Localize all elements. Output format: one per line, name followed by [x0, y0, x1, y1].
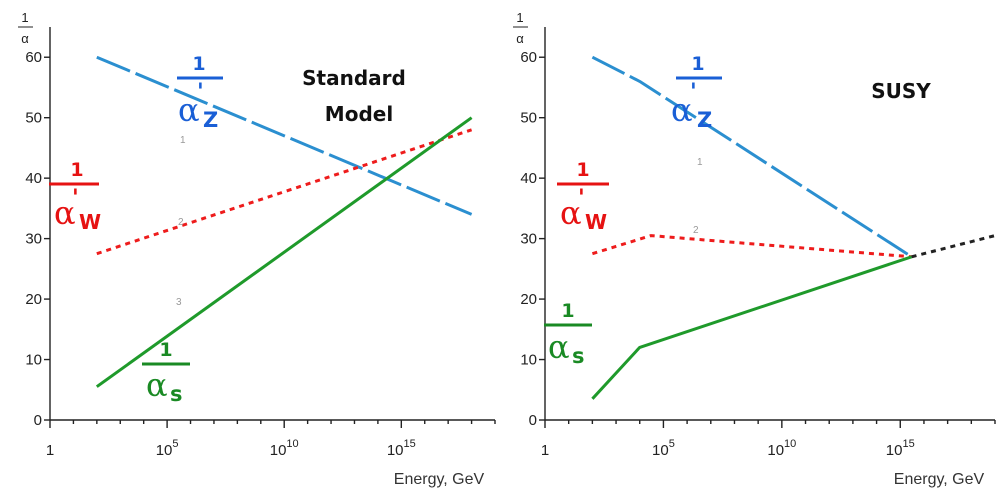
right-symbol-numerator: 1 — [516, 10, 523, 25]
left-y-tick-label: 30 — [25, 231, 42, 248]
left-alpha-s-numerator: 1 — [159, 339, 172, 361]
left-curve-number-1: 1 — [180, 135, 186, 146]
right-alpha-z-prime: ' — [690, 80, 697, 105]
right-panel: 1 α 0 10 20 30 40 50 60 1 105 1010 1015 SUSY Energ… — [513, 10, 996, 488]
right-y-tick-label: 10 — [520, 352, 537, 369]
left-panel: 1 α 0 10 20 30 40 50 60 1 105 1010 1015 Standard M… — [18, 10, 496, 488]
left-alpha-w-symbol: α — [54, 194, 76, 232]
right-alpha-w-prime: ' — [578, 186, 585, 211]
left-inverse-alpha-symbol: 1 α — [18, 10, 33, 46]
right-alpha-z-numerator: 1 — [691, 53, 704, 75]
right-x-tick-label: 105 — [652, 438, 675, 459]
right-series-extension — [911, 234, 996, 259]
right-y-tick-label: 40 — [520, 170, 537, 187]
left-title-line-1: Standard — [302, 66, 406, 90]
left-series — [95, 55, 473, 388]
right-alpha-w-numerator: 1 — [576, 159, 589, 181]
left-alpha-z-numerator: 1 — [192, 53, 205, 75]
left-y-tick-label: 50 — [25, 110, 42, 127]
left-x-axis-label: Energy, GeV — [394, 471, 485, 488]
right-alpha-z-subscript: Z — [697, 108, 712, 132]
left-y-tick-label: 10 — [25, 352, 42, 369]
right-y-tick-label: 0 — [529, 412, 537, 429]
left-symbol-denominator: α — [21, 31, 29, 46]
left-alpha-z-subscript: Z — [203, 108, 218, 132]
right-series — [591, 55, 996, 400]
right-x-tick-label: 1015 — [886, 438, 915, 459]
left-alpha-s-symbol: α — [146, 366, 168, 404]
left-alpha-s-label: 1 α s — [142, 339, 190, 406]
left-x-tick-label: 105 — [156, 438, 179, 459]
right-y-tick-label: 30 — [520, 231, 537, 248]
right-series-alpha-w — [591, 234, 912, 259]
left-series-alpha-s — [95, 116, 473, 388]
left-title-line-2: Model — [325, 102, 393, 126]
left-curve-number-2: 2 — [178, 217, 184, 228]
right-y-tick-label: 50 — [520, 110, 537, 127]
left-series-alpha-z — [96, 55, 473, 216]
left-y-tick-label: 40 — [25, 170, 42, 187]
left-x-tick-label: 1015 — [387, 438, 416, 459]
right-alpha-z-label: 1 α ' Z — [671, 53, 722, 132]
left-x-tick-label: 1010 — [270, 438, 299, 459]
left-alpha-s-subscript: s — [170, 382, 183, 406]
right-alpha-s-symbol: α — [548, 328, 570, 366]
left-title: Standard Model — [302, 66, 406, 126]
right-x-axis-label: Energy, GeV — [894, 471, 985, 488]
left-alpha-w-numerator: 1 — [70, 159, 83, 181]
right-curve-number-1: 1 — [697, 157, 703, 168]
right-alpha-z-symbol: α — [671, 91, 693, 129]
right-symbol-denominator: α — [516, 31, 524, 46]
right-curve-number-2: 2 — [693, 225, 699, 236]
left-alpha-z-prime: ' — [197, 80, 204, 105]
right-axes: 0 10 20 30 40 50 60 1 105 1010 1015 — [520, 27, 996, 459]
left-y-tick-label: 60 — [25, 49, 42, 66]
left-y-tick-label: 20 — [25, 291, 42, 308]
right-title: SUSY — [871, 79, 931, 103]
left-alpha-w-prime: ' — [72, 186, 79, 211]
right-x-tick-label: 1 — [541, 442, 549, 459]
right-alpha-w-label: 1 α ' W — [557, 159, 609, 234]
right-series-alpha-z — [591, 55, 913, 259]
left-alpha-z-symbol: α — [178, 91, 200, 129]
right-series-alpha-s — [591, 255, 913, 400]
left-curve-number-3: 3 — [176, 297, 182, 308]
left-alpha-z-label: 1 α ' Z — [177, 53, 223, 132]
right-y-tick-label: 20 — [520, 291, 537, 308]
left-x-tick-label: 1 — [46, 442, 54, 459]
right-alpha-s-label: 1 α s — [544, 300, 592, 368]
left-symbol-numerator: 1 — [21, 10, 28, 25]
right-alpha-w-symbol: α — [560, 194, 582, 232]
right-x-tick-label: 1010 — [767, 438, 796, 459]
left-axes: 0 10 20 30 40 50 60 1 105 1010 1015 — [25, 27, 496, 459]
right-alpha-s-subscript: s — [572, 344, 585, 368]
left-alpha-w-subscript: W — [79, 210, 101, 234]
right-alpha-s-numerator: 1 — [561, 300, 574, 322]
right-inverse-alpha-symbol: 1 α — [513, 10, 528, 46]
right-y-tick-label: 60 — [520, 49, 537, 66]
left-y-tick-label: 0 — [34, 412, 42, 429]
left-alpha-w-label: 1 α ' W — [49, 159, 101, 234]
right-alpha-w-subscript: W — [585, 210, 607, 234]
